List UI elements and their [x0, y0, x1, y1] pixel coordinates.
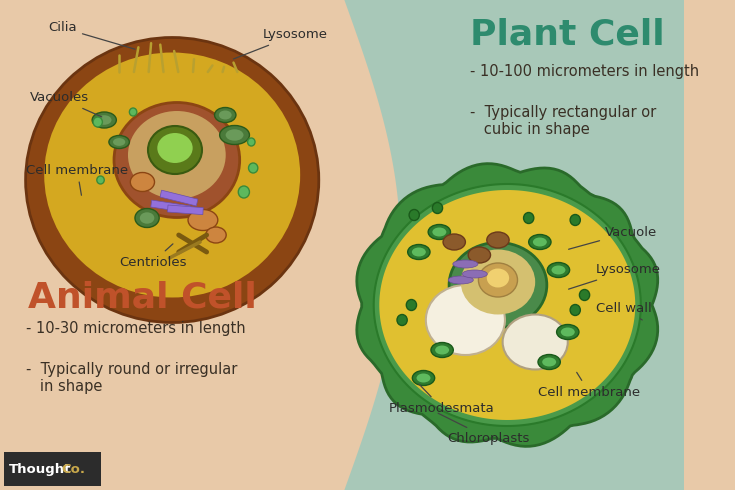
Ellipse shape [487, 269, 509, 288]
Text: Lysosome: Lysosome [569, 264, 661, 289]
Ellipse shape [426, 285, 505, 355]
Circle shape [523, 213, 534, 223]
Text: Cell wall: Cell wall [595, 301, 651, 320]
Ellipse shape [462, 270, 487, 278]
Bar [168, 205, 204, 215]
Circle shape [93, 117, 102, 127]
Polygon shape [379, 190, 635, 420]
Text: Centrioles: Centrioles [119, 244, 187, 269]
Text: Vacuole: Vacuole [569, 225, 657, 249]
Circle shape [248, 138, 255, 146]
Circle shape [238, 186, 249, 198]
Polygon shape [356, 164, 658, 446]
Ellipse shape [128, 111, 226, 199]
Ellipse shape [412, 370, 434, 386]
Text: Vacuoles: Vacuoles [30, 92, 101, 117]
Ellipse shape [551, 266, 565, 274]
Circle shape [579, 290, 589, 300]
Ellipse shape [219, 111, 232, 120]
Ellipse shape [556, 324, 579, 340]
Ellipse shape [443, 234, 465, 250]
Circle shape [129, 108, 137, 116]
Bar [4, 452, 101, 486]
Text: Cilia: Cilia [49, 22, 135, 49]
Circle shape [432, 202, 442, 214]
Ellipse shape [114, 102, 240, 218]
Ellipse shape [461, 249, 535, 315]
Ellipse shape [188, 210, 218, 230]
Circle shape [409, 210, 419, 220]
Text: Thought: Thought [10, 463, 72, 475]
Ellipse shape [487, 232, 509, 248]
Circle shape [570, 215, 581, 225]
Ellipse shape [548, 263, 570, 277]
Ellipse shape [226, 129, 243, 141]
Ellipse shape [448, 276, 473, 284]
Text: Chloroplasts: Chloroplasts [438, 413, 529, 444]
Bar [151, 200, 190, 213]
Ellipse shape [453, 260, 478, 268]
Circle shape [570, 304, 581, 316]
Bar [160, 190, 198, 206]
Ellipse shape [215, 107, 236, 122]
Ellipse shape [412, 247, 426, 256]
Ellipse shape [135, 209, 159, 227]
Ellipse shape [431, 343, 453, 358]
Polygon shape [373, 184, 641, 426]
Text: Lysosome: Lysosome [234, 28, 328, 59]
Ellipse shape [542, 358, 556, 367]
Ellipse shape [140, 212, 154, 224]
Text: - 10-30 micrometers in length: - 10-30 micrometers in length [26, 320, 245, 336]
Text: -  Typically rectangular or
   cubic in shape: - Typically rectangular or cubic in shap… [470, 105, 656, 137]
Text: Cell membrane: Cell membrane [26, 164, 128, 195]
Ellipse shape [538, 354, 560, 369]
Text: -  Typically round or irregular
   in shape: - Typically round or irregular in shape [26, 362, 237, 394]
Ellipse shape [449, 243, 547, 327]
Ellipse shape [157, 133, 193, 163]
Ellipse shape [468, 247, 490, 263]
Ellipse shape [503, 315, 567, 369]
Circle shape [248, 163, 258, 173]
Ellipse shape [432, 227, 446, 237]
Circle shape [397, 315, 407, 325]
Ellipse shape [478, 263, 517, 297]
Ellipse shape [113, 138, 125, 146]
Ellipse shape [561, 327, 575, 337]
Ellipse shape [429, 224, 451, 240]
Polygon shape [345, 0, 684, 490]
Text: Plant Cell: Plant Cell [470, 18, 665, 52]
Ellipse shape [97, 115, 112, 125]
Text: Plasmodesmata: Plasmodesmata [389, 384, 495, 415]
Ellipse shape [408, 245, 430, 260]
Text: Animal Cell: Animal Cell [28, 281, 257, 315]
Ellipse shape [533, 238, 547, 246]
Ellipse shape [44, 52, 300, 297]
Circle shape [406, 299, 417, 311]
Ellipse shape [148, 126, 202, 174]
Ellipse shape [417, 373, 431, 383]
Ellipse shape [26, 38, 319, 322]
Text: Co.: Co. [62, 463, 85, 475]
Ellipse shape [206, 227, 226, 243]
Ellipse shape [528, 235, 551, 249]
Circle shape [97, 176, 104, 184]
Ellipse shape [130, 172, 154, 192]
Ellipse shape [435, 345, 449, 354]
Ellipse shape [92, 112, 116, 128]
Ellipse shape [109, 136, 129, 148]
Text: Cell membrane: Cell membrane [538, 372, 640, 398]
Text: - 10-100 micrometers in length: - 10-100 micrometers in length [470, 65, 699, 79]
Ellipse shape [220, 125, 249, 145]
